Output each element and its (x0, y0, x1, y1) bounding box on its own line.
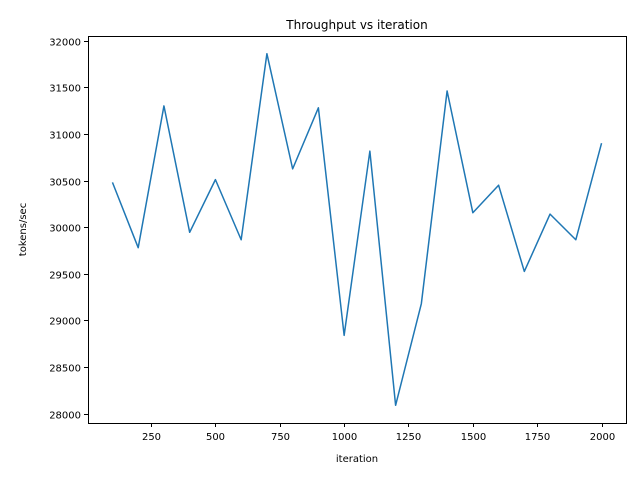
series-layer (111, 52, 603, 407)
x-axis-ticks: 250 500 750 1000 1250 1500 1750 2000 (142, 423, 615, 443)
y-tick-label: 32000 (49, 38, 81, 49)
x-tick-label: 1500 (461, 432, 486, 443)
plot-frame (88, 36, 627, 424)
y-tick-label: 29000 (49, 317, 81, 328)
x-tick-label: 1750 (525, 432, 550, 443)
y-tick-label: 29500 (49, 271, 81, 282)
y-tick-label: 30500 (49, 178, 81, 189)
y-tick-label: 28500 (49, 364, 81, 375)
x-tick-label: 2000 (590, 432, 615, 443)
y-tick-label: 28000 (49, 411, 81, 422)
y-tick-label: 30000 (49, 224, 81, 235)
y-tick-label: 31500 (49, 84, 81, 95)
x-axis-label: iteration (336, 454, 378, 465)
y-tick-label: 31000 (49, 131, 81, 142)
x-tick-label: 250 (142, 432, 161, 443)
y-axis-ticks: 28000 28500 29000 29500 30000 30500 31000 31500… (49, 38, 88, 422)
x-tick-label: 1250 (396, 432, 421, 443)
x-tick-label: 750 (271, 432, 290, 443)
x-tick-label: 1000 (332, 432, 357, 443)
x-tick-label: 500 (206, 432, 225, 443)
y-axis-label: tokens/sec (18, 203, 29, 256)
series-line (111, 52, 603, 407)
chart-title: Throughput vs iteration (285, 18, 427, 32)
